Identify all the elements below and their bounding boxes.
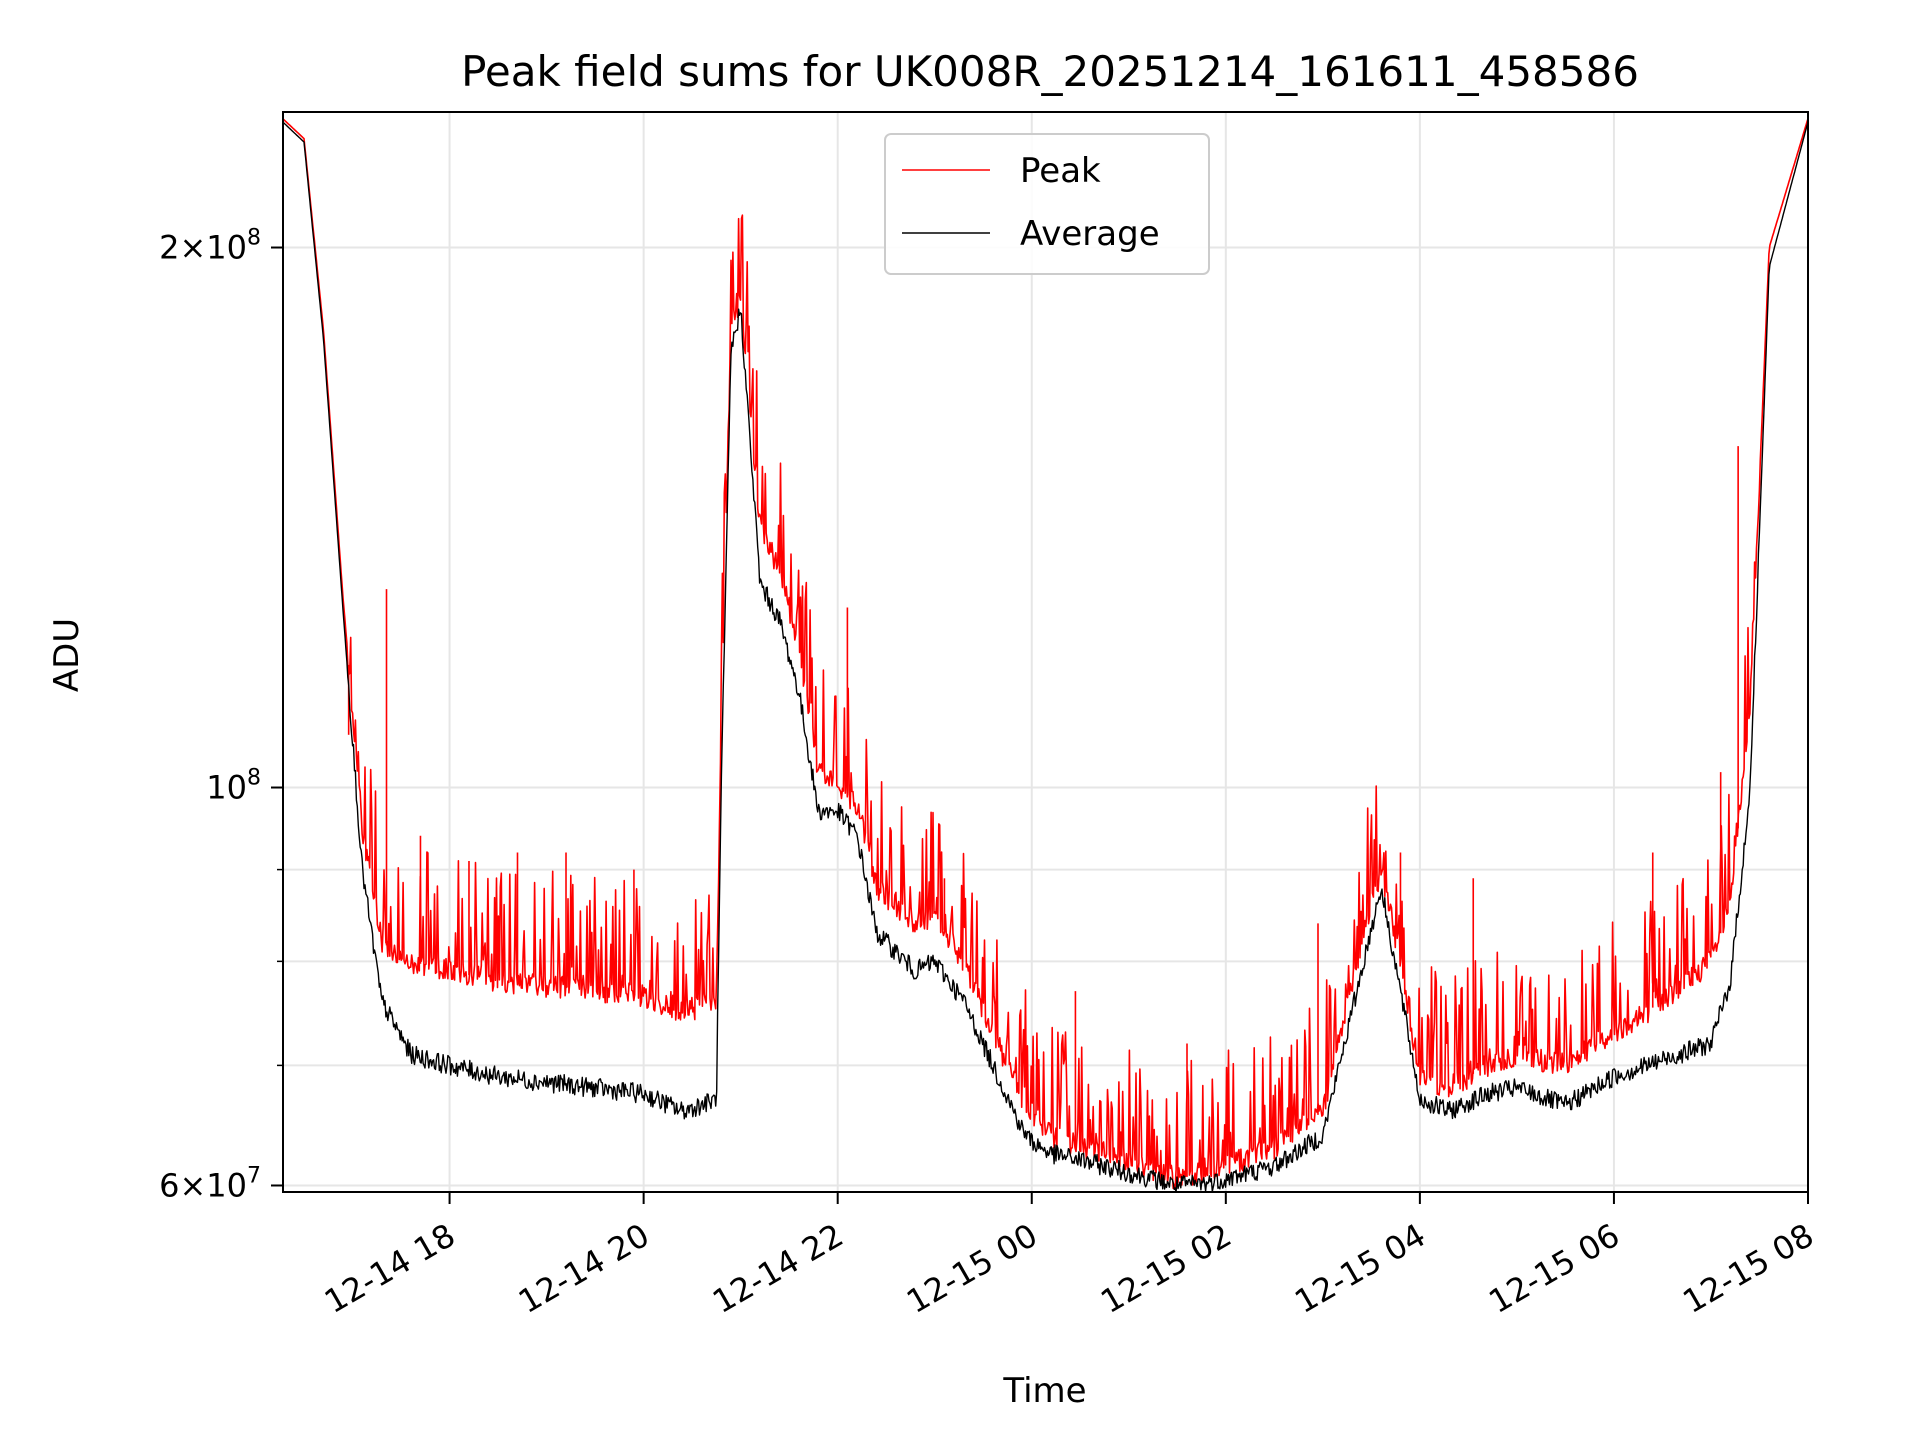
series-layer (283, 118, 1808, 1192)
y-tick-label: 2×108 (159, 226, 261, 267)
plot-frame (282, 111, 1809, 1193)
legend-label-peak: Peak (1020, 151, 1101, 191)
series-average-line (283, 121, 1808, 1192)
legend-label-average: Average (1020, 214, 1160, 254)
x-axis-label: Time (1002, 1371, 1086, 1411)
chart-title: Peak field sums for UK008R_20251214_1616… (461, 47, 1639, 96)
legend: Peak Average (884, 133, 1210, 275)
series-peak-line (283, 118, 1808, 1190)
y-axis-label: ADU (47, 618, 87, 692)
y-tick-label: 6×107 (159, 1163, 261, 1204)
y-tick-label: 108 (206, 766, 261, 807)
y-axis: 6×107 108 2×108 (159, 226, 283, 1204)
legend-frame (884, 133, 1210, 275)
